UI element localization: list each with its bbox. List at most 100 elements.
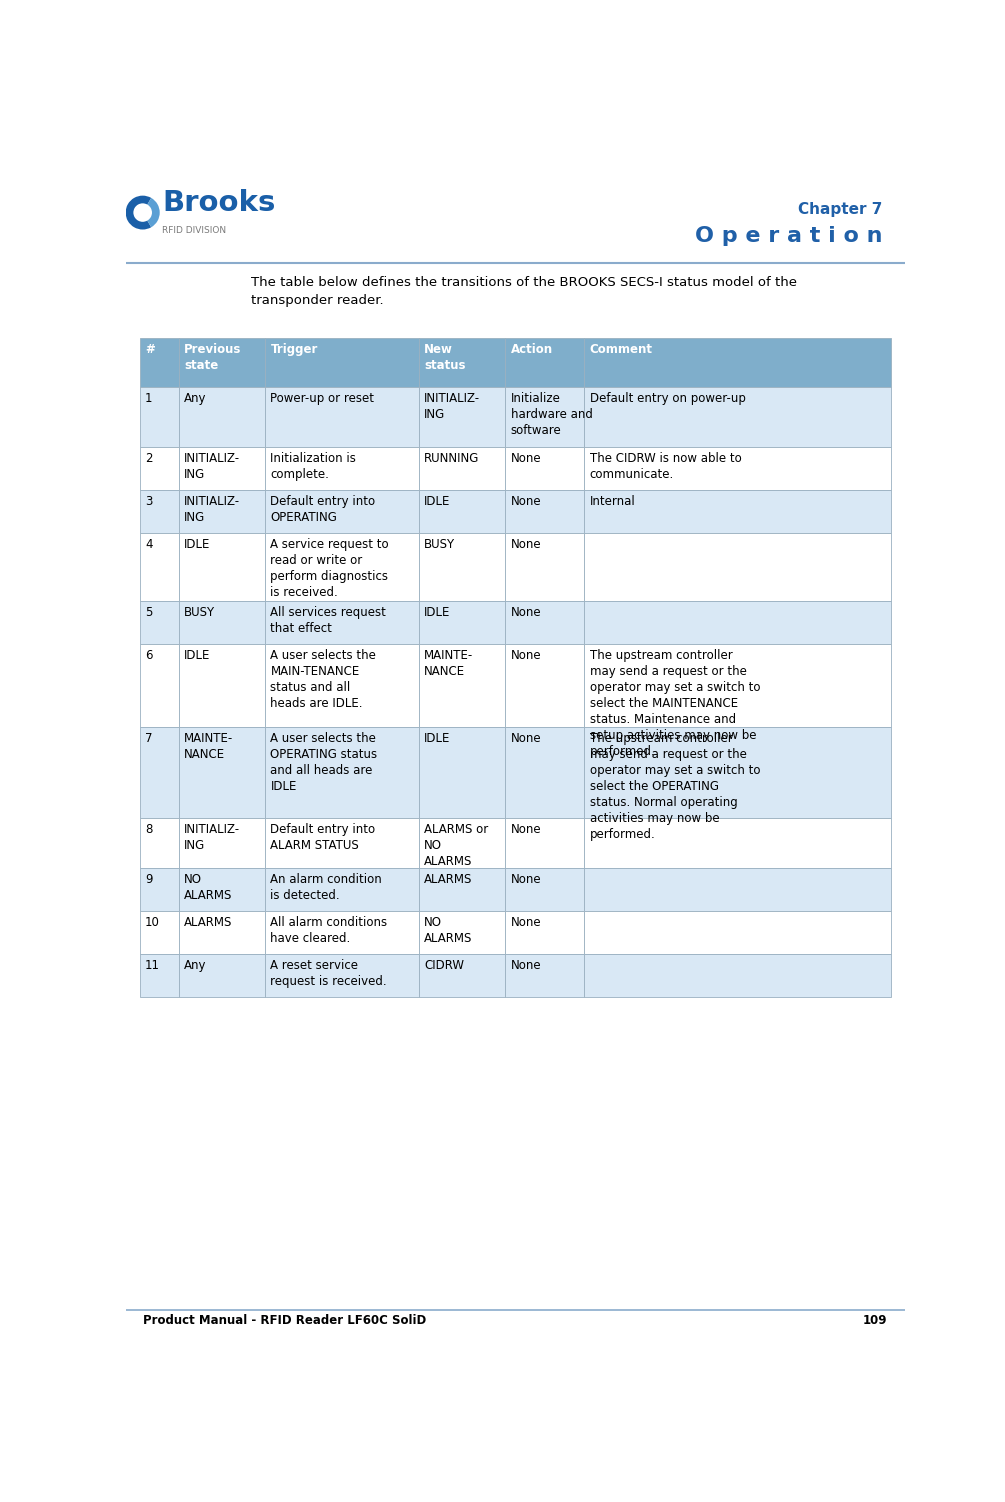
- Bar: [419, 912, 506, 954]
- Bar: [140, 868, 179, 912]
- Text: None: None: [511, 873, 542, 886]
- Text: Product Manual - RFID Reader LF60C SoliD: Product Manual - RFID Reader LF60C SoliD: [143, 1314, 426, 1328]
- Text: IDLE: IDLE: [184, 649, 210, 662]
- Bar: [584, 446, 890, 490]
- Bar: [265, 338, 419, 386]
- Text: IDLE: IDLE: [424, 605, 450, 619]
- Text: BUSY: BUSY: [424, 538, 455, 551]
- Text: INITIALIZ-
ING: INITIALIZ- ING: [184, 823, 240, 852]
- Text: Any: Any: [184, 392, 207, 406]
- Text: A user selects the
OPERATING status
and all heads are
IDLE: A user selects the OPERATING status and …: [270, 733, 378, 793]
- Text: NO
ALARMS: NO ALARMS: [184, 873, 232, 903]
- Text: IDLE: IDLE: [184, 538, 210, 551]
- Wedge shape: [126, 195, 151, 230]
- Bar: [506, 954, 584, 997]
- Text: Power-up or reset: Power-up or reset: [270, 392, 375, 406]
- Bar: [179, 490, 265, 533]
- Text: CIDRW: CIDRW: [424, 960, 464, 972]
- Text: Chapter 7: Chapter 7: [798, 201, 882, 216]
- Bar: [140, 817, 179, 868]
- Text: MAINTE-
NANCE: MAINTE- NANCE: [184, 733, 233, 762]
- Bar: [506, 912, 584, 954]
- Text: Previous
state: Previous state: [184, 344, 241, 372]
- Text: 1: 1: [145, 392, 153, 406]
- Bar: [584, 868, 890, 912]
- Bar: [179, 868, 265, 912]
- Text: 6: 6: [145, 649, 153, 662]
- Bar: [140, 601, 179, 644]
- Bar: [265, 644, 419, 727]
- Text: None: None: [511, 733, 542, 745]
- Text: None: None: [511, 960, 542, 972]
- Bar: [140, 338, 179, 386]
- Bar: [140, 386, 179, 446]
- Bar: [265, 386, 419, 446]
- Bar: [584, 727, 890, 817]
- Bar: [265, 533, 419, 601]
- Bar: [179, 644, 265, 727]
- Text: 8: 8: [145, 823, 153, 837]
- Bar: [140, 446, 179, 490]
- Bar: [265, 446, 419, 490]
- Text: Initialization is
complete.: Initialization is complete.: [270, 452, 357, 481]
- Text: Default entry into
OPERATING: Default entry into OPERATING: [270, 496, 376, 524]
- Bar: [584, 533, 890, 601]
- Text: Comment: Comment: [590, 344, 652, 356]
- Text: NO
ALARMS: NO ALARMS: [424, 916, 472, 945]
- Bar: [265, 817, 419, 868]
- Text: INITIALIZ-
ING: INITIALIZ- ING: [184, 452, 240, 481]
- Text: INITIALIZ-
ING: INITIALIZ- ING: [424, 392, 480, 421]
- Bar: [265, 912, 419, 954]
- Bar: [179, 817, 265, 868]
- Text: INITIALIZ-
ING: INITIALIZ- ING: [184, 496, 240, 524]
- Text: A service request to
read or write or
perform diagnostics
is received.: A service request to read or write or pe…: [270, 538, 389, 599]
- Bar: [179, 912, 265, 954]
- Bar: [584, 912, 890, 954]
- Text: The upstream controller
may send a request or the
operator may set a switch to
s: The upstream controller may send a reque…: [590, 733, 760, 841]
- Bar: [584, 817, 890, 868]
- Bar: [584, 954, 890, 997]
- Text: BUSY: BUSY: [184, 605, 215, 619]
- Text: All alarm conditions
have cleared.: All alarm conditions have cleared.: [270, 916, 388, 945]
- Bar: [506, 644, 584, 727]
- Bar: [419, 868, 506, 912]
- Bar: [419, 817, 506, 868]
- Text: None: None: [511, 605, 542, 619]
- Bar: [265, 727, 419, 817]
- Text: Action: Action: [511, 344, 553, 356]
- Text: ALARMS: ALARMS: [424, 873, 472, 886]
- Text: 7: 7: [145, 733, 153, 745]
- Text: Initialize
hardware and
software: Initialize hardware and software: [511, 392, 593, 437]
- Bar: [179, 386, 265, 446]
- Text: Any: Any: [184, 960, 207, 972]
- Text: None: None: [511, 823, 542, 837]
- Text: A reset service
request is received.: A reset service request is received.: [270, 960, 387, 988]
- Text: None: None: [511, 496, 542, 508]
- Text: The CIDRW is now able to
communicate.: The CIDRW is now able to communicate.: [590, 452, 742, 481]
- Bar: [419, 338, 506, 386]
- Bar: [419, 446, 506, 490]
- Text: 5: 5: [145, 605, 153, 619]
- Text: The upstream controller
may send a request or the
operator may set a switch to
s: The upstream controller may send a reque…: [590, 649, 760, 759]
- Bar: [140, 912, 179, 954]
- Bar: [506, 490, 584, 533]
- Bar: [506, 868, 584, 912]
- Bar: [419, 727, 506, 817]
- Text: 109: 109: [863, 1314, 887, 1328]
- Text: An alarm condition
is detected.: An alarm condition is detected.: [270, 873, 382, 903]
- Text: The table below defines the transitions of the BROOKS SECS-I status model of the: The table below defines the transitions …: [251, 276, 797, 308]
- Text: 9: 9: [145, 873, 153, 886]
- Bar: [140, 727, 179, 817]
- Bar: [506, 601, 584, 644]
- Wedge shape: [148, 198, 160, 227]
- Bar: [419, 533, 506, 601]
- Text: IDLE: IDLE: [424, 496, 450, 508]
- Bar: [265, 868, 419, 912]
- Bar: [419, 954, 506, 997]
- Bar: [506, 386, 584, 446]
- Text: None: None: [511, 916, 542, 930]
- Text: 11: 11: [145, 960, 160, 972]
- Text: Default entry into
ALARM STATUS: Default entry into ALARM STATUS: [270, 823, 376, 852]
- Text: 2: 2: [145, 452, 153, 466]
- Text: IDLE: IDLE: [424, 733, 450, 745]
